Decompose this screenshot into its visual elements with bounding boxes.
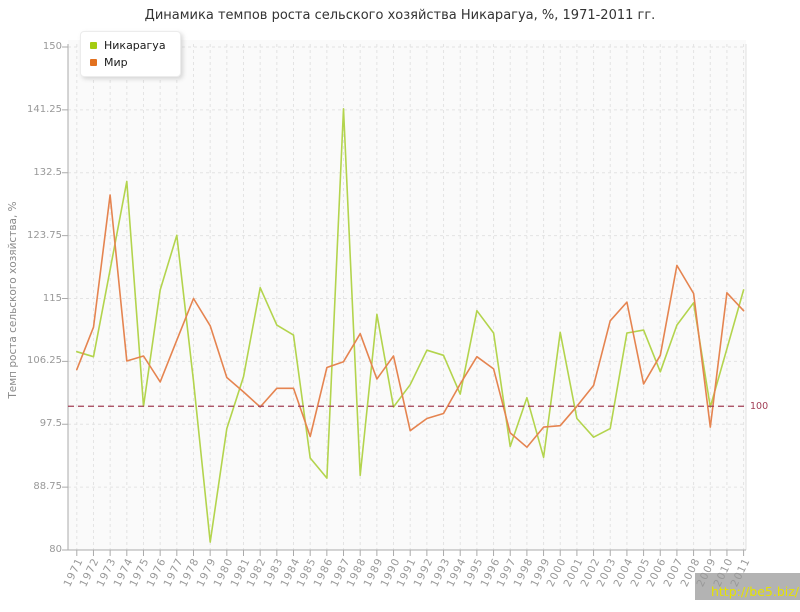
legend-item-world[interactable]: Мир: [90, 54, 166, 71]
legend-item-nicaragua[interactable]: Никарагуа: [90, 37, 166, 54]
legend-marker-nicaragua-icon: [90, 42, 97, 49]
chart-title: Динамика темпов роста сельского хозяйств…: [144, 8, 656, 23]
y-axis-title: Темп роста сельского хозяйства, %: [7, 201, 19, 399]
watermark-band: [695, 573, 800, 600]
legend-label-world: Мир: [104, 56, 128, 69]
watermark-link[interactable]: http://be5.biz/: [710, 584, 799, 599]
legend-marker-world-icon: [90, 59, 97, 66]
series-line-world: [76, 194, 745, 449]
plot-background: [68, 40, 746, 550]
reference-line-label: 100: [750, 401, 769, 413]
legend-label-nicaragua: Никарагуа: [104, 39, 166, 52]
legend: Никарагуа Мир: [80, 31, 181, 77]
